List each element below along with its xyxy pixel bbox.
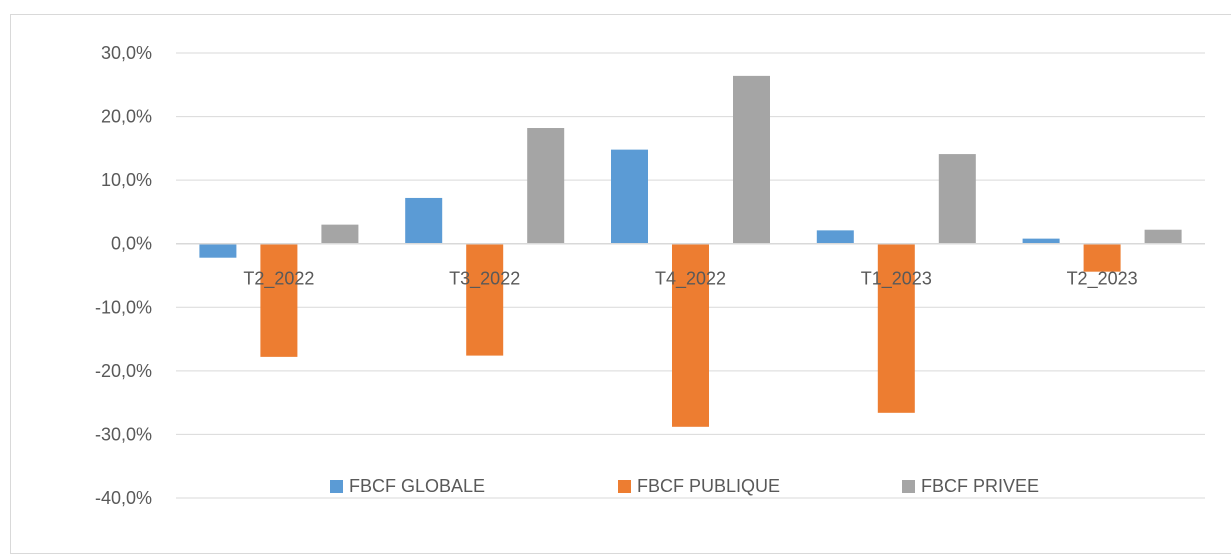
bar-fbcf-privee-t2_2022 [321, 224, 359, 244]
bar-fbcf-globale-t2_2022 [199, 243, 237, 258]
y-tick-label: -10,0% [95, 297, 152, 317]
y-axis: 30,0% 20,0% 10,0% 0,0% -10,0% -20,0% -30,0% -40… [95, 43, 152, 508]
legend-swatch [618, 480, 631, 493]
bar-fbcf-globale-t2_2023 [1022, 238, 1060, 244]
legend-swatch [902, 480, 915, 493]
legend-swatch [330, 480, 343, 493]
y-tick-label: 20,0% [101, 107, 152, 127]
x-category-label: T2_2023 [1067, 269, 1138, 290]
x-axis-labels: T2_2022 T3_2022 T4_2022 T1_2023 T2_2023 [243, 269, 1137, 290]
bar-chart: 30,0% 20,0% 10,0% 0,0% -10,0% -20,0% -30,0% -40… [95, 43, 1205, 508]
legend-label: FBCF PRIVEE [921, 476, 1039, 496]
x-category-label: T3_2022 [449, 269, 520, 290]
bar-fbcf-globale-t4_2022 [611, 149, 648, 244]
y-tick-label: 10,0% [101, 170, 152, 190]
y-tick-label: 30,0% [101, 43, 152, 63]
x-category-label: T2_2022 [243, 269, 314, 290]
y-tick-label: -30,0% [95, 424, 152, 444]
bar-fbcf-publique-t2_2022 [260, 243, 298, 357]
bar-fbcf-publique-t4_2022 [672, 243, 709, 427]
legend-label: FBCF PUBLIQUE [637, 476, 780, 496]
chart-frame [10, 14, 1231, 554]
bar-fbcf-globale-t3_2022 [405, 197, 443, 244]
bars [199, 75, 1182, 427]
legend: FBCF GLOBALE FBCF PUBLIQUE FBCF PRIVEE [330, 476, 1039, 496]
legend-label: FBCF GLOBALE [349, 476, 485, 496]
bar-fbcf-publique-t2_2023 [1083, 243, 1121, 272]
bar-fbcf-publique-t1_2023 [877, 243, 915, 413]
bar-fbcf-globale-t1_2023 [816, 230, 854, 244]
x-category-label: T4_2022 [655, 269, 726, 290]
bar-fbcf-privee-t3_2022 [527, 128, 565, 244]
y-tick-label: 0,0% [111, 234, 152, 254]
y-tick-label: -40,0% [95, 488, 152, 508]
bar-fbcf-privee-t4_2022 [733, 75, 770, 244]
bar-fbcf-publique-t3_2022 [466, 243, 504, 356]
y-tick-label: -20,0% [95, 361, 152, 381]
bar-fbcf-privee-t2_2023 [1144, 229, 1182, 244]
x-category-label: T1_2023 [861, 269, 932, 290]
bar-fbcf-privee-t1_2023 [938, 154, 976, 244]
